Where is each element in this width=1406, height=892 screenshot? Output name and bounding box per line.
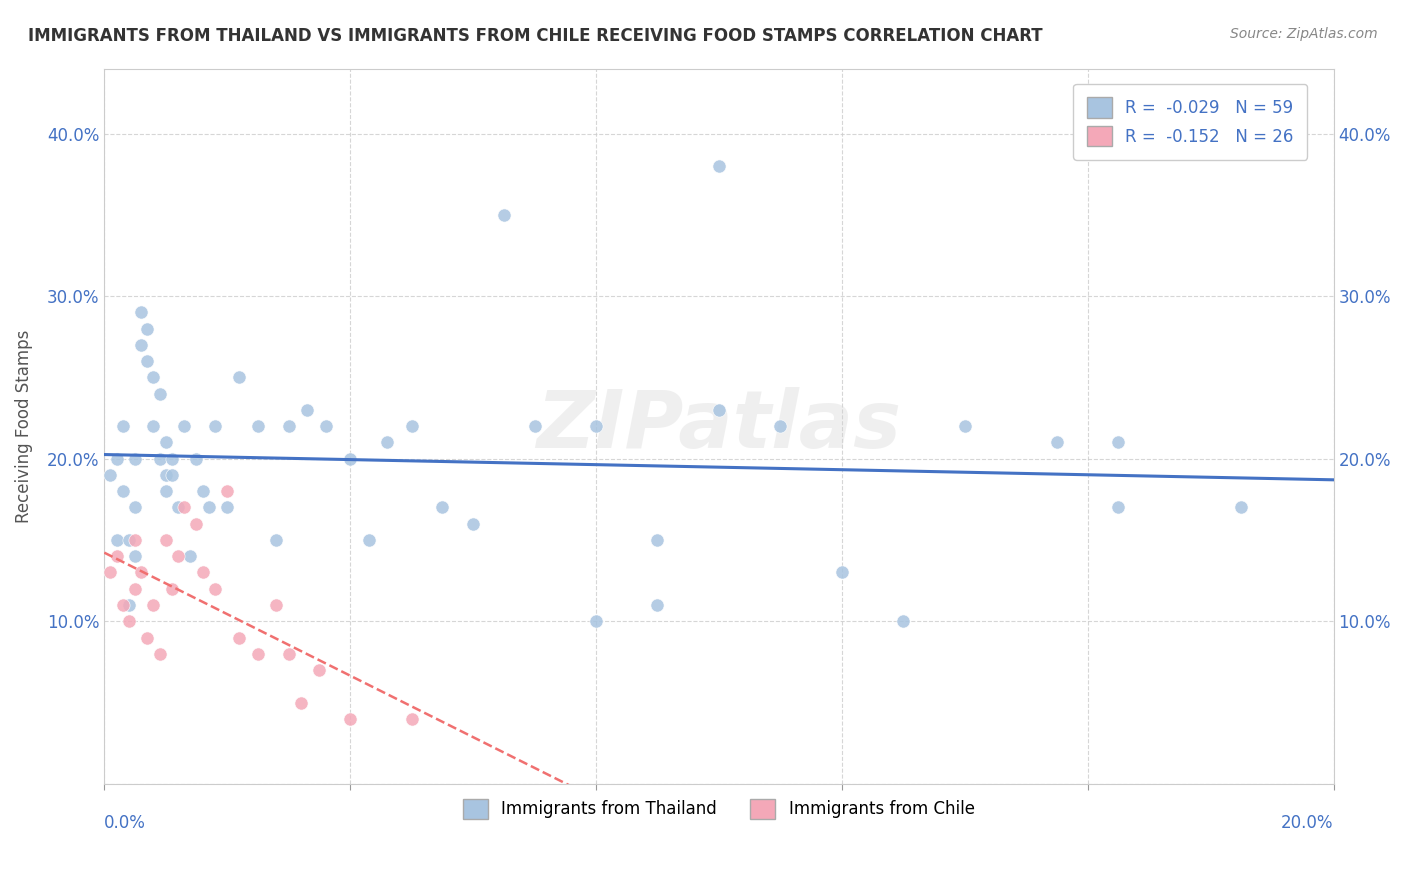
Point	[228, 631, 250, 645]
Point	[266, 598, 288, 612]
Point	[118, 533, 141, 547]
Point	[432, 500, 454, 515]
Point	[167, 500, 190, 515]
Point	[707, 159, 730, 173]
Point	[111, 598, 134, 612]
Point	[129, 566, 152, 580]
Point	[191, 566, 214, 580]
Point	[891, 614, 914, 628]
Point	[1230, 500, 1253, 515]
Point	[105, 451, 128, 466]
Point	[246, 419, 269, 434]
Point	[100, 566, 122, 580]
Point	[461, 516, 484, 531]
Point	[953, 419, 976, 434]
Point	[204, 582, 226, 596]
Point	[160, 451, 183, 466]
Point	[1108, 435, 1130, 450]
Point	[217, 500, 239, 515]
Point	[769, 419, 792, 434]
Point	[105, 533, 128, 547]
Point	[118, 598, 141, 612]
Point	[1108, 500, 1130, 515]
Point	[124, 500, 146, 515]
Point	[401, 712, 423, 726]
Point	[401, 419, 423, 434]
Point	[118, 614, 141, 628]
Point	[339, 451, 361, 466]
Point	[647, 598, 669, 612]
Point	[129, 338, 152, 352]
Point	[160, 467, 183, 482]
Point	[308, 663, 330, 677]
Point	[246, 647, 269, 661]
Point	[148, 451, 170, 466]
Point	[647, 533, 669, 547]
Legend: Immigrants from Thailand, Immigrants from Chile: Immigrants from Thailand, Immigrants fro…	[457, 792, 981, 826]
Point	[707, 403, 730, 417]
Point	[290, 696, 312, 710]
Point	[186, 451, 208, 466]
Point	[136, 631, 159, 645]
Point	[186, 516, 208, 531]
Point	[148, 386, 170, 401]
Point	[204, 419, 226, 434]
Point	[155, 467, 177, 482]
Point	[266, 533, 288, 547]
Point	[124, 533, 146, 547]
Point	[155, 533, 177, 547]
Point	[160, 582, 183, 596]
Point	[105, 549, 128, 564]
Text: 0.0%: 0.0%	[104, 814, 146, 832]
Text: 20.0%: 20.0%	[1281, 814, 1334, 832]
Point	[142, 598, 165, 612]
Point	[523, 419, 546, 434]
Point	[179, 549, 201, 564]
Point	[155, 435, 177, 450]
Point	[277, 647, 299, 661]
Point	[197, 500, 219, 515]
Point	[831, 566, 853, 580]
Point	[277, 419, 299, 434]
Point	[111, 484, 134, 499]
Point	[142, 370, 165, 384]
Text: Source: ZipAtlas.com: Source: ZipAtlas.com	[1230, 27, 1378, 41]
Point	[173, 419, 195, 434]
Point	[124, 549, 146, 564]
Y-axis label: Receiving Food Stamps: Receiving Food Stamps	[15, 329, 32, 523]
Text: ZIPatlas: ZIPatlas	[537, 387, 901, 466]
Point	[111, 419, 134, 434]
Point	[295, 403, 318, 417]
Point	[129, 305, 152, 319]
Point	[155, 484, 177, 499]
Point	[191, 484, 214, 499]
Point	[148, 647, 170, 661]
Point	[357, 533, 380, 547]
Point	[142, 419, 165, 434]
Point	[585, 614, 607, 628]
Point	[136, 321, 159, 335]
Point	[1046, 435, 1069, 450]
Point	[585, 419, 607, 434]
Point	[228, 370, 250, 384]
Point	[315, 419, 337, 434]
Point	[339, 712, 361, 726]
Point	[136, 354, 159, 368]
Point	[124, 582, 146, 596]
Point	[167, 549, 190, 564]
Point	[375, 435, 398, 450]
Point	[217, 484, 239, 499]
Point	[100, 467, 122, 482]
Point	[173, 500, 195, 515]
Text: IMMIGRANTS FROM THAILAND VS IMMIGRANTS FROM CHILE RECEIVING FOOD STAMPS CORRELAT: IMMIGRANTS FROM THAILAND VS IMMIGRANTS F…	[28, 27, 1043, 45]
Point	[124, 451, 146, 466]
Point	[492, 208, 515, 222]
